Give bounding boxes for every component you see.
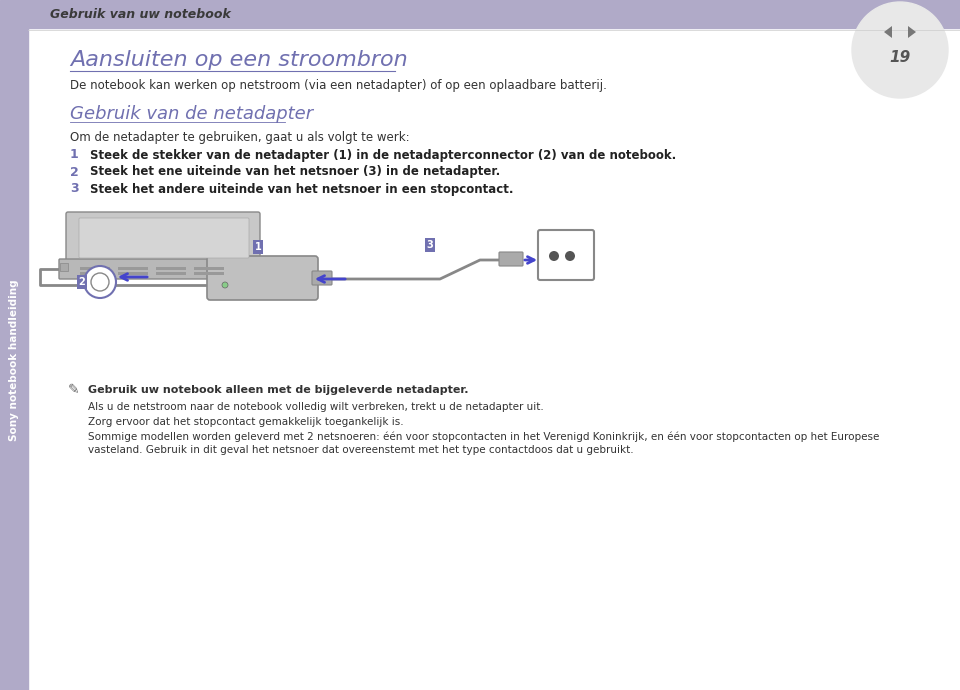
Text: Steek de stekker van de netadapter (1) in de netadapterconnector (2) van de note: Steek de stekker van de netadapter (1) i…: [90, 148, 676, 161]
Text: Gebruik van uw notebook: Gebruik van uw notebook: [50, 8, 230, 21]
Polygon shape: [908, 26, 916, 38]
Text: 1: 1: [254, 242, 261, 252]
Bar: [0, 0, 960, 28]
Bar: [156, 271, 186, 275]
Text: De notebook kan werken op netstroom (via een netadapter) of op een oplaadbare ba: De notebook kan werken op netstroom (via…: [70, 79, 607, 92]
Bar: [118, 266, 148, 270]
Text: 2: 2: [79, 277, 85, 287]
Text: Gebruik uw notebook alleen met de bijgeleverde netadapter.: Gebruik uw notebook alleen met de bijgel…: [88, 385, 468, 395]
Polygon shape: [884, 26, 892, 38]
Text: Gebruik van de netadapter: Gebruik van de netadapter: [70, 105, 313, 123]
Circle shape: [565, 251, 575, 261]
Circle shape: [549, 251, 559, 261]
Circle shape: [84, 266, 116, 298]
Bar: [80, 266, 110, 270]
Text: Steek het andere uiteinde van het netsnoer in een stopcontact.: Steek het andere uiteinde van het netsno…: [90, 182, 514, 195]
Text: Sony notebook handleiding: Sony notebook handleiding: [9, 279, 19, 441]
Bar: [0, 28, 28, 690]
Text: 3: 3: [70, 182, 79, 195]
Bar: [156, 266, 186, 270]
Bar: [60, 263, 68, 271]
FancyBboxPatch shape: [59, 259, 271, 279]
Text: 19: 19: [889, 50, 911, 64]
Circle shape: [852, 2, 948, 98]
Text: Sommige modellen worden geleverd met 2 netsnoeren: één voor stopcontacten in het: Sommige modellen worden geleverd met 2 n…: [88, 432, 879, 442]
FancyBboxPatch shape: [499, 252, 523, 266]
Circle shape: [222, 282, 228, 288]
Text: vasteland. Gebruik in dit geval het netsnoer dat overeenstemt met het type conta: vasteland. Gebruik in dit geval het nets…: [88, 445, 634, 455]
Text: 1: 1: [70, 148, 79, 161]
Text: 2: 2: [70, 166, 79, 179]
FancyBboxPatch shape: [79, 218, 249, 258]
Text: 3: 3: [426, 240, 433, 250]
Text: ✎: ✎: [68, 383, 80, 397]
Text: Als u de netstroom naar de notebook volledig wilt verbreken, trekt u de netadapt: Als u de netstroom naar de notebook voll…: [88, 402, 543, 412]
FancyBboxPatch shape: [538, 230, 594, 280]
Text: Zorg ervoor dat het stopcontact gemakkelijk toegankelijk is.: Zorg ervoor dat het stopcontact gemakkel…: [88, 417, 403, 427]
FancyBboxPatch shape: [312, 271, 332, 285]
FancyBboxPatch shape: [66, 212, 260, 264]
Bar: [118, 271, 148, 275]
Text: Steek het ene uiteinde van het netsnoer (3) in de netadapter.: Steek het ene uiteinde van het netsnoer …: [90, 166, 500, 179]
FancyBboxPatch shape: [207, 256, 318, 300]
Bar: [194, 271, 224, 275]
Bar: [194, 266, 224, 270]
Bar: [80, 271, 110, 275]
Text: Om de netadapter te gebruiken, gaat u als volgt te werk:: Om de netadapter te gebruiken, gaat u al…: [70, 130, 410, 144]
Text: Aansluiten op een stroombron: Aansluiten op een stroombron: [70, 50, 408, 70]
